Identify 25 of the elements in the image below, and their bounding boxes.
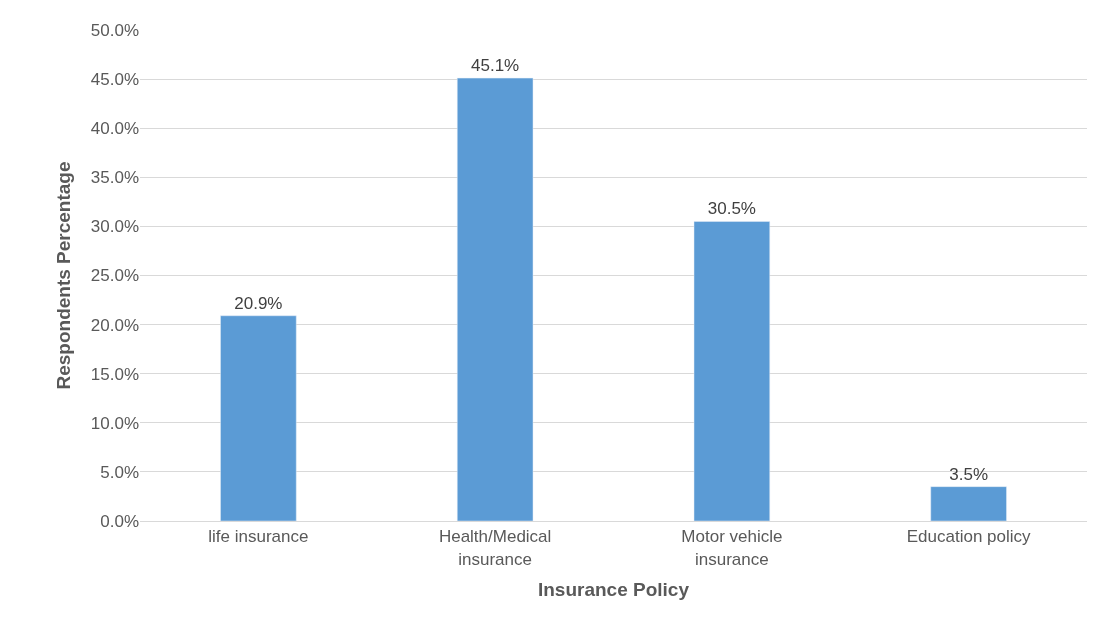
bar [457, 77, 534, 521]
y-tick-label: 5.0% [100, 462, 139, 482]
data-label: 3.5% [949, 464, 988, 484]
data-label: 20.9% [234, 293, 283, 313]
y-tick-label: 40.0% [90, 119, 139, 139]
x-tick-label: Education policy [906, 527, 1032, 547]
bar [220, 315, 297, 521]
y-tick-label: 30.0% [90, 217, 139, 237]
x-tick-label: Health/Medical insurance [438, 527, 552, 569]
data-label: 30.5% [707, 199, 756, 219]
y-axis-title: Respondents Percentage [52, 161, 74, 390]
x-tick-label: Motor vehicle insurance [681, 527, 783, 569]
y-tick-label: 20.0% [90, 315, 139, 335]
x-axis-title: Insurance Policy [537, 579, 690, 601]
y-tick-label: 35.0% [90, 168, 139, 188]
y-tick-label: 0.0% [100, 511, 139, 531]
y-tick-label: 45.0% [90, 70, 139, 90]
bar [930, 486, 1007, 521]
y-tick-label: 10.0% [90, 413, 139, 433]
y-tick-label: 25.0% [90, 266, 139, 286]
x-tick-label: life insurance [208, 527, 309, 547]
data-label: 45.1% [471, 56, 520, 76]
y-tick-label: 50.0% [90, 20, 139, 40]
bar [693, 221, 771, 521]
y-tick-label: 15.0% [90, 364, 139, 384]
